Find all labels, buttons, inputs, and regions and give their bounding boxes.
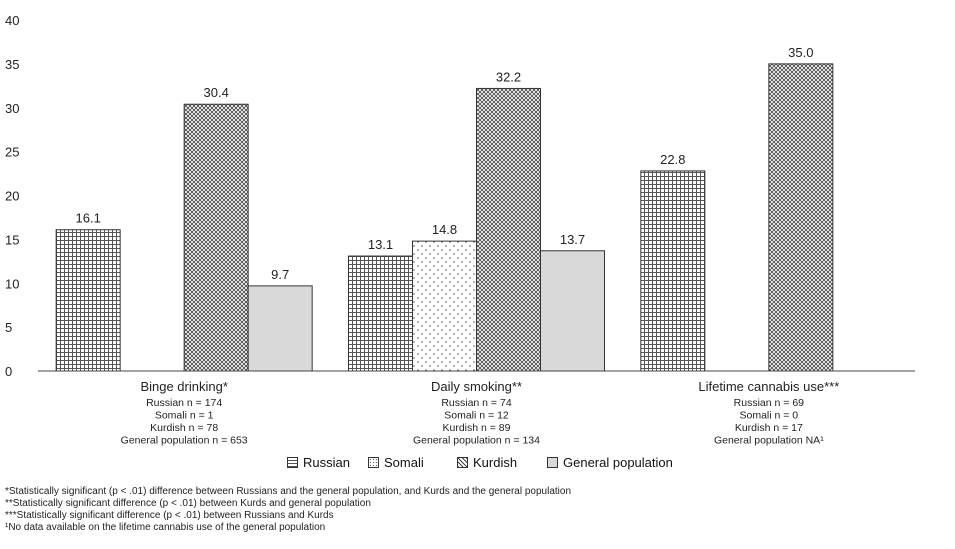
bar-kurdish <box>183 103 249 372</box>
y-tick-label: 5 <box>5 320 12 335</box>
data-label: 30.4 <box>204 85 229 100</box>
footnotes: *Statistically significant (p < .01) dif… <box>5 486 950 534</box>
y-tick-label: 40 <box>5 13 19 28</box>
data-label: 22.8 <box>660 152 685 167</box>
legend: Russian Somali Kurdish General population <box>0 455 955 477</box>
y-tick-label: 20 <box>5 189 19 204</box>
bar-russian <box>348 255 413 372</box>
legend-item-somali: Somali <box>368 455 424 470</box>
bar-general-population <box>247 285 313 372</box>
data-label: 9.7 <box>271 267 289 282</box>
category-note: Russian n = 174 <box>146 397 222 409</box>
footnote-3: ***Statistically significant difference … <box>5 510 334 521</box>
legend-item-kurdish: Kurdish <box>457 455 517 470</box>
y-tick-label: 25 <box>5 145 19 160</box>
data-label: 16.1 <box>76 211 101 226</box>
category-note: Somali n = 1 <box>155 410 214 422</box>
footnote-2: **Statistically significant difference (… <box>5 498 371 509</box>
bar-kurdish <box>768 63 834 372</box>
category-note: Kurdish n = 17 <box>735 422 803 434</box>
legend-swatch <box>287 457 298 468</box>
bar-russian <box>640 170 706 372</box>
category-label: Binge drinking* <box>140 379 227 394</box>
category-note: Kurdish n = 89 <box>442 422 510 434</box>
legend-swatch <box>457 457 468 468</box>
y-tick-label: 15 <box>5 232 19 247</box>
category-note: Somali n = 0 <box>739 410 798 422</box>
bar-kurdish <box>476 87 541 372</box>
y-tick-label: 10 <box>5 276 19 291</box>
category-note: General population n = 653 <box>121 435 248 447</box>
category-label: Lifetime cannabis use*** <box>698 379 839 394</box>
bar-general-population <box>540 250 605 372</box>
legend-label: Somali <box>384 455 424 470</box>
category-note: Russian n = 69 <box>734 397 804 409</box>
data-label: 13.1 <box>368 237 393 252</box>
legend-item-russian: Russian <box>287 455 350 470</box>
category-note: General population n = 134 <box>413 435 540 447</box>
data-label: 32.2 <box>496 69 521 84</box>
data-label: 14.8 <box>432 222 457 237</box>
y-tick-label: 30 <box>5 101 19 116</box>
legend-label: Kurdish <box>473 455 518 470</box>
category-note: Russian n = 74 <box>441 397 511 409</box>
legend-swatch <box>368 457 379 468</box>
bar-somali <box>412 240 477 372</box>
y-tick-label: 35 <box>5 57 19 72</box>
data-label: 13.7 <box>560 232 585 247</box>
category-note: General population NA¹ <box>714 435 824 447</box>
y-axis: 0 5 10 15 20 25 30 35 40 <box>5 13 19 379</box>
data-label: 35.0 <box>788 45 813 60</box>
legend-swatch <box>547 457 558 468</box>
category-label: Daily smoking** <box>431 379 522 394</box>
bar-chart: 0 5 10 15 20 25 30 35 40 16.1 30.4 9.7 13.1 14.8 32.2… <box>5 13 915 447</box>
bar-russian <box>55 229 121 372</box>
legend-label: Russian <box>303 455 350 470</box>
bars: 16.1 30.4 9.7 13.1 14.8 32.2 13.7 22.8 35.0 <box>55 45 834 372</box>
y-tick-label: 0 <box>5 364 12 379</box>
legend-label: General population <box>563 455 673 470</box>
footnote-4: ¹No data available on the lifetime canna… <box>5 522 326 533</box>
category-note: Somali n = 12 <box>444 410 509 422</box>
footnote-1: *Statistically significant (p < .01) dif… <box>5 486 572 497</box>
category-note: Kurdish n = 78 <box>150 422 218 434</box>
legend-item-general-population: General population <box>547 455 673 470</box>
